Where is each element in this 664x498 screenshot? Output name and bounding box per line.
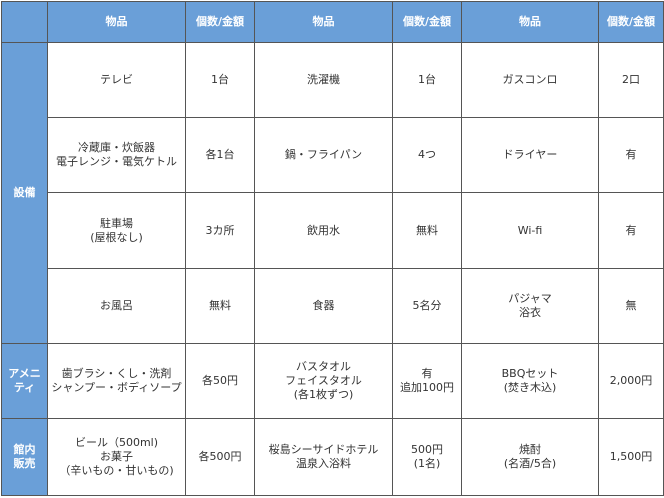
cell: 500円 (1名) [392,418,462,496]
cell: 無料 [392,192,462,269]
cell: 有 [598,117,664,193]
cell: 歯ブラシ・くし・洗剤 シャンプー・ボディソープ [47,343,186,419]
cell: 食器 [254,268,393,344]
cell: 有 追加100円 [392,343,462,419]
cell: Wi-fi [461,192,599,269]
cell: パジャマ 浴衣 [461,268,599,344]
table-row: 設備 テレビ 1台 洗濯機 1台 ガスコンロ 2口 [1,42,664,344]
cell: 4つ [392,117,462,193]
table-row: 冷蔵庫・炊飯器 電子レンジ・電気ケトル 各1台 鍋・フライパン 4つ ドライヤー有 [2,117,664,193]
category-amenities: アメニ ティ [1,343,48,419]
category-shop: 館内 販売 [1,418,48,496]
header-corner [1,1,48,43]
header-item: 物品 [47,1,186,43]
table-row: お風呂 無料 食器 5名分 パジャマ 浴衣無 [2,268,664,344]
cell: 1台 [392,42,462,118]
cell: 各1台 [185,117,255,193]
table-row: アメニ ティ 歯ブラシ・くし・洗剤 シャンプー・ボディソープ 各50円 バスタオル … [1,343,664,419]
header-quantity: 個数/金額 [185,1,255,43]
cell: 焼酎 (名酒/5合) [461,418,599,496]
header-quantity: 個数/金額 [392,1,462,43]
cell: お風呂 [47,268,186,344]
header-item: 物品 [461,1,599,43]
cell: テレビ [47,42,186,118]
table-row: 駐車場 (屋根なし) 3カ所 飲用水 無料 Wi-fi 有 [2,192,664,269]
cell: 2,000円 [598,343,664,419]
cell: 飲用水 [254,192,393,269]
cell: 各500円 [185,418,255,496]
cell: バスタオル フェイスタオル (各1枚ずつ) [254,343,393,419]
cell: 5名分 [392,268,462,344]
cell: 冷蔵庫・炊飯器 電子レンジ・電気ケトル [47,117,186,193]
cell: 2口 [598,42,664,118]
cell: 1台 [185,42,255,118]
header-row: 物品 個数/金額 物品 個数/金額 物品 個数/金額 [1,1,664,43]
cell: ドライヤー [461,117,599,193]
cell: 各50円 [185,343,255,419]
header-quantity: 個数/金額 [598,1,664,43]
cell: 3カ所 [185,192,255,269]
cell: BBQセット (焚き木込) [461,343,599,419]
cell: 桜島シーサイドホテル 温泉入浴料 [254,418,393,496]
category-facilities: 設備 [1,42,48,344]
header-item: 物品 [254,1,393,43]
cell: 1,500円 [598,418,664,496]
cell: 無料 [185,268,255,344]
cell: 洗濯機 [254,42,393,118]
cell: 駐車場 (屋根なし) [47,192,186,269]
cell: 有 [598,192,664,269]
cell: 鍋・フライパン [254,117,393,193]
table-row: 館内 販売 ビール（500ml) お菓子 （辛いもの・甘いもの) 各500円 桜島シ… [1,418,664,496]
cell: ガスコンロ [461,42,599,118]
cell: 無 [598,268,664,344]
cell: ビール（500ml) お菓子 （辛いもの・甘いもの) [47,418,186,496]
